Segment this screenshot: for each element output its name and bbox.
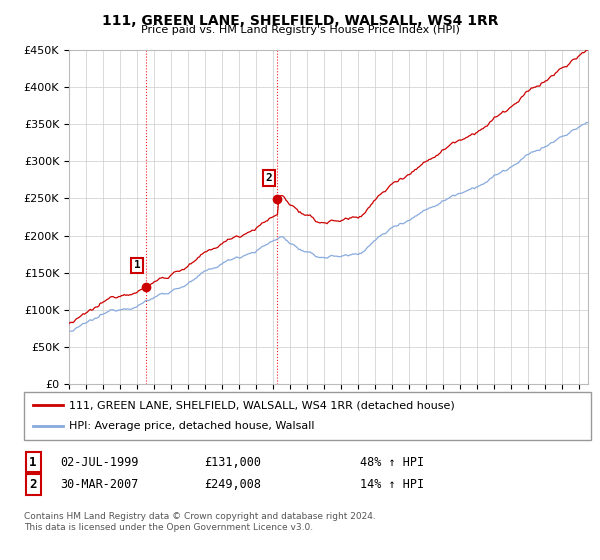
Text: 2: 2	[266, 173, 272, 183]
Text: 02-JUL-1999: 02-JUL-1999	[60, 455, 139, 469]
Text: 1: 1	[29, 455, 37, 469]
Text: 111, GREEN LANE, SHELFIELD, WALSALL, WS4 1RR (detached house): 111, GREEN LANE, SHELFIELD, WALSALL, WS4…	[69, 400, 455, 410]
Text: 1: 1	[134, 260, 140, 270]
Text: 111, GREEN LANE, SHELFIELD, WALSALL, WS4 1RR: 111, GREEN LANE, SHELFIELD, WALSALL, WS4…	[102, 14, 498, 28]
Text: Contains HM Land Registry data © Crown copyright and database right 2024.
This d: Contains HM Land Registry data © Crown c…	[24, 512, 376, 532]
Text: £131,000: £131,000	[204, 455, 261, 469]
Text: 30-MAR-2007: 30-MAR-2007	[60, 478, 139, 491]
Text: £249,008: £249,008	[204, 478, 261, 491]
Text: HPI: Average price, detached house, Walsall: HPI: Average price, detached house, Wals…	[69, 421, 314, 431]
Text: 48% ↑ HPI: 48% ↑ HPI	[360, 455, 424, 469]
Text: 14% ↑ HPI: 14% ↑ HPI	[360, 478, 424, 491]
Text: 2: 2	[29, 478, 37, 491]
Text: Price paid vs. HM Land Registry's House Price Index (HPI): Price paid vs. HM Land Registry's House …	[140, 25, 460, 35]
